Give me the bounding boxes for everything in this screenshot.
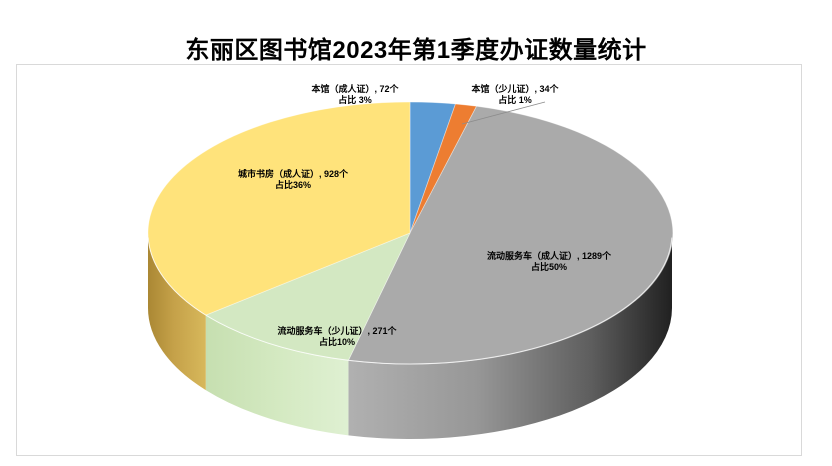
slice-label-benguan-child: 本馆（少儿证）, 34个 占比 1% [471,83,559,105]
slice-label-line2: 占比 1% [498,94,532,105]
slice-label-line1: 城市书房（成人证）, 928个 [238,168,349,179]
slice-label-line1: 本馆（少儿证）, 34个 [471,83,559,94]
slice-label-chengshi-shufang: 城市书房（成人证）, 928个 占比36% [238,168,349,190]
slice-label-line1: 流动服务车（成人证）, 1289个 [487,250,612,261]
slice-label-liudong-child: 流动服务车（少儿证）, 271个 占比10% [277,325,397,347]
slice-labels: 本馆（成人证）, 72个 占比 3% 本馆（少儿证）, 34个 占比 1% 流动… [238,83,612,347]
slice-label-line1: 本馆（成人证）, 72个 [311,83,399,94]
pie-slice-1[interactable] [409,103,477,234]
pie-3d-body [147,101,674,440]
pie-slice-side-2 [348,233,672,440]
slice-label-liudong-adult: 流动服务车（成人证）, 1289个 占比50% [487,250,612,272]
label-leader-line [461,101,546,125]
slice-label-benguan-adult: 本馆（成人证）, 72个 占比 3% [311,83,399,105]
slice-label-line1: 流动服务车（少儿证）, 271个 [277,325,397,336]
slice-label-line2: 占比 3% [338,94,372,105]
pie-slice-0[interactable] [409,101,456,234]
slice-label-line2: 占比36% [275,179,311,190]
pie-front-rim-highlight [147,237,673,365]
slice-label-line2: 占比10% [319,336,355,347]
slice-label-line2: 占比50% [531,261,567,272]
chart-title: 东丽区图书馆2023年第1季度办证数量统计 [185,37,647,64]
pie-slice-side-4 [148,233,206,391]
pie-slice-side-3 [205,315,349,436]
